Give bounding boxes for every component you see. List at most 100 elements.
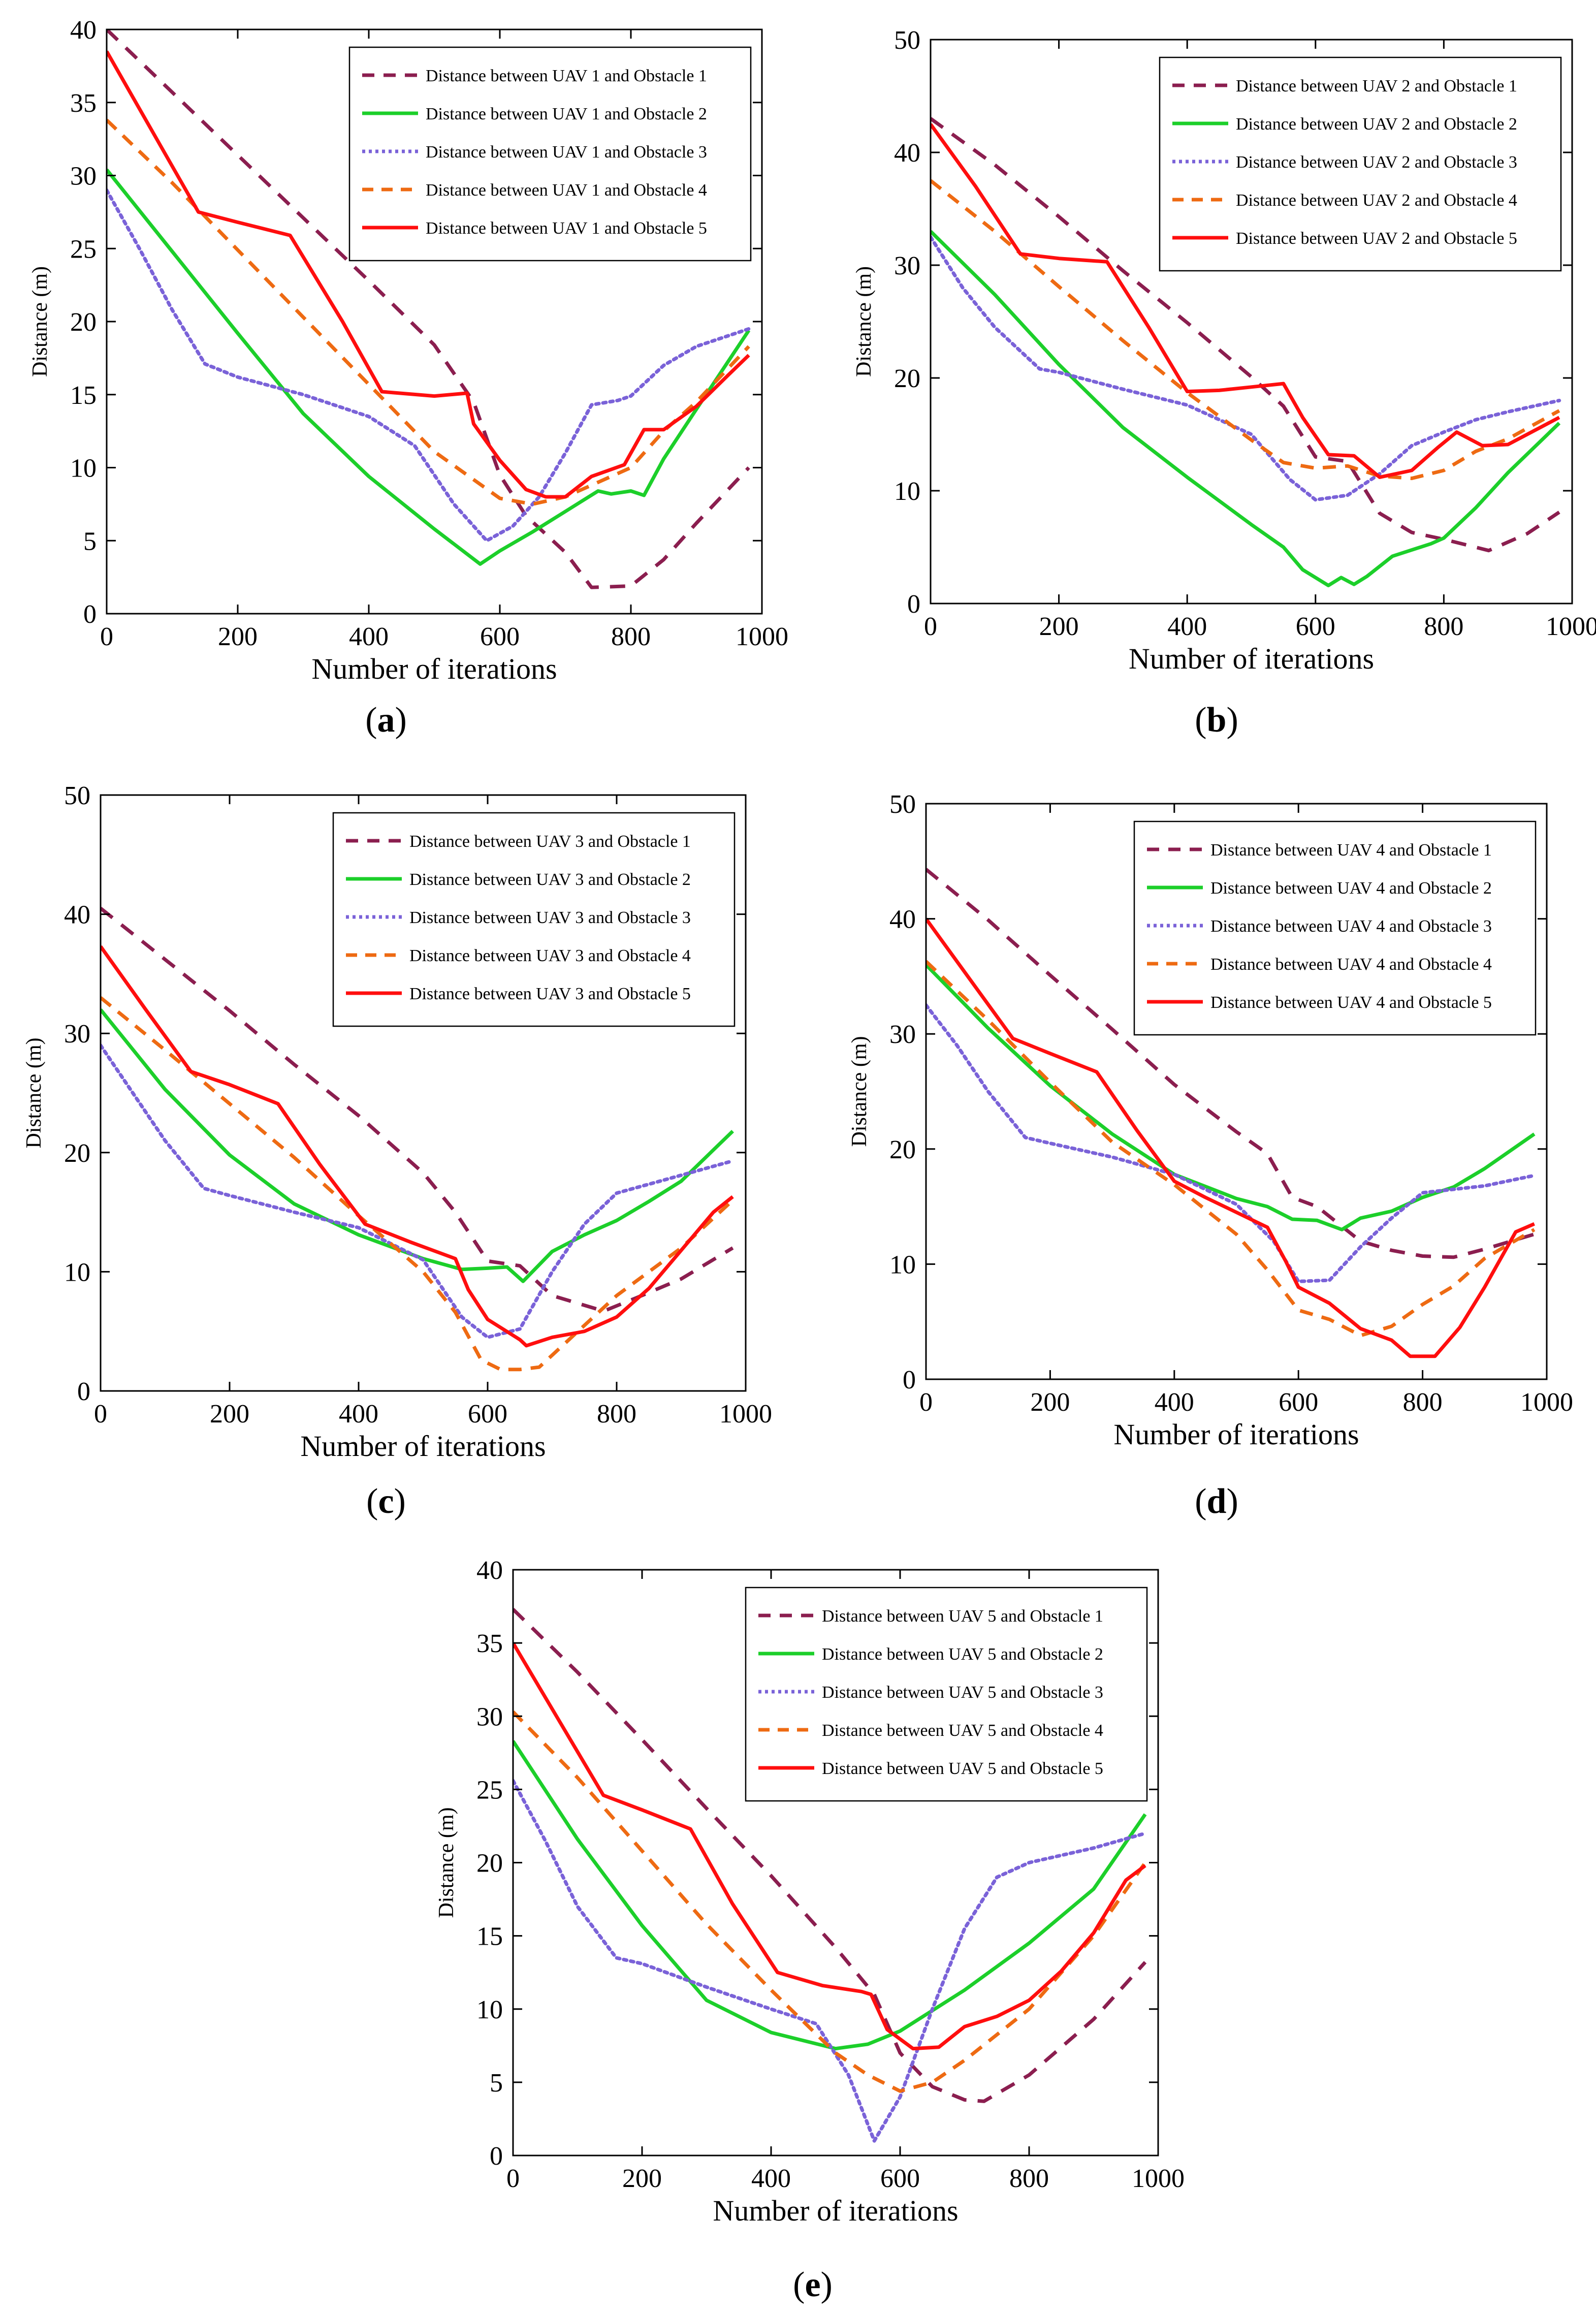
y-tick-label: 50 (64, 781, 90, 810)
y-tick-label: 20 (64, 1139, 90, 1168)
x-tick-label: 1000 (1520, 1388, 1573, 1417)
x-tick-label: 200 (218, 622, 258, 651)
series-line-obstacle-1 (931, 117, 1560, 553)
y-tick-label: 40 (894, 139, 920, 168)
y-tick-label: 10 (70, 454, 97, 483)
plot-area-frame (925, 803, 1548, 1380)
series-line-obstacle-1 (513, 1608, 1147, 2103)
x-axis-label: Number of iterations (1113, 1418, 1359, 1451)
y-tick-label: 20 (894, 364, 920, 393)
legend-entry-label: Distance between UAV 4 and Obstacle 2 (1210, 879, 1492, 898)
x-tick-label: 400 (339, 1400, 378, 1429)
chart-panel-a: 0 200 400 600 800 1000 0 5 10 15 20 25 30 35 40 Number … (28, 16, 788, 740)
legend: Distance between UAV 1 and Obstacle 1 Dis… (348, 46, 752, 262)
series-line-obstacle-4 (101, 996, 734, 1372)
series-line-obstacle-3 (101, 1043, 735, 1339)
x-tick-label: 800 (1403, 1388, 1443, 1417)
y-tick-label: 20 (476, 1849, 503, 1878)
x-tick-label: 800 (1009, 2164, 1049, 2193)
legend-entry-label: Distance between UAV 5 and Obstacle 5 (822, 1759, 1103, 1778)
legend-entry-label: Distance between UAV 3 and Obstacle 2 (409, 870, 691, 889)
legend-entry-label: Distance between UAV 2 and Obstacle 1 (1236, 77, 1517, 96)
y-axis-label: Distance (m) (22, 1037, 46, 1148)
x-tick-label: 600 (468, 1400, 507, 1429)
chart-panel-e: 0 200 400 600 800 1000 0 5 10 15 20 25 30 35 40 Number … (435, 1556, 1185, 2304)
legend-box (745, 1587, 1148, 1802)
y-tick-label: 30 (889, 1020, 916, 1049)
y-tick-label: 25 (70, 235, 97, 264)
x-tick-label: 600 (480, 622, 520, 651)
y-tick-label: 0 (77, 1377, 90, 1406)
series-line-obstacle-4 (926, 960, 1536, 1338)
series-line-obstacle-3 (926, 1003, 1537, 1283)
y-axis-label: Distance (m) (848, 1036, 871, 1147)
series-line-obstacle-4 (513, 1710, 1147, 2093)
legend-entry-label: Distance between UAV 2 and Obstacle 5 (1236, 229, 1517, 248)
y-tick-label: 10 (64, 1258, 90, 1287)
series-line-obstacle-2 (107, 168, 751, 566)
y-tick-label: 15 (476, 1922, 503, 1951)
y-tick-label: 20 (889, 1135, 916, 1164)
y-tick-label: 30 (894, 251, 920, 280)
legend-entry-label: Distance between UAV 1 and Obstacle 4 (426, 181, 707, 200)
x-axis-label: Number of iterations (311, 652, 557, 685)
y-tick-label: 10 (894, 477, 920, 506)
y-tick-label: 30 (476, 1702, 503, 1731)
chart-panel-b: 0 200 400 600 800 1000 0 10 20 30 40 50 Number of it… (852, 26, 1596, 740)
legend-entry-label: Distance between UAV 1 and Obstacle 5 (426, 219, 707, 238)
legend: Distance between UAV 3 and Obstacle 1 Dis… (332, 812, 736, 1027)
y-tick-label: 50 (889, 790, 916, 819)
x-tick-label: 400 (751, 2164, 791, 2193)
legend-entry-label: Distance between UAV 1 and Obstacle 1 (426, 67, 707, 85)
legend-entry-label: Distance between UAV 5 and Obstacle 2 (822, 1645, 1103, 1664)
chart-panel-d: 0 200 400 600 800 1000 0 10 20 30 40 50 Number of it… (848, 790, 1573, 1521)
legend-entry-label: Distance between UAV 5 and Obstacle 1 (822, 1607, 1103, 1626)
x-tick-label: 0 (924, 612, 937, 641)
panel-caption: (e) (793, 2265, 833, 2304)
legend-entry-label: Distance between UAV 3 and Obstacle 4 (409, 946, 691, 965)
legend-entry-label: Distance between UAV 1 and Obstacle 2 (426, 105, 707, 123)
legend-box (332, 812, 736, 1027)
x-tick-label: 1000 (1546, 612, 1596, 641)
x-tick-label: 800 (611, 622, 651, 651)
legend-entry-label: Distance between UAV 1 and Obstacle 3 (426, 143, 707, 162)
legend-entry-label: Distance between UAV 4 and Obstacle 3 (1210, 917, 1492, 936)
series-line-obstacle-2 (101, 1008, 735, 1283)
x-tick-label: 800 (1424, 612, 1463, 641)
legend-entry-label: Distance between UAV 4 and Obstacle 4 (1210, 955, 1492, 974)
y-tick-label: 35 (476, 1629, 503, 1658)
y-tick-label: 25 (476, 1776, 503, 1804)
x-tick-label: 1000 (1132, 2164, 1185, 2193)
y-tick-label: 50 (894, 26, 920, 55)
legend-entry-label: Distance between UAV 5 and Obstacle 3 (822, 1683, 1103, 1702)
series-line-obstacle-3 (931, 235, 1561, 502)
legend-box (1133, 820, 1537, 1036)
x-tick-label: 400 (349, 622, 389, 651)
series-line-obstacle-3 (513, 1779, 1147, 2143)
legend-entry-label: Distance between UAV 2 and Obstacle 2 (1236, 115, 1517, 134)
x-tick-label: 1000 (719, 1400, 772, 1429)
panel-caption: (c) (366, 1482, 406, 1521)
x-axis-label: Number of iterations (300, 1430, 546, 1463)
y-tick-label: 40 (64, 901, 90, 930)
legend-entry-label: Distance between UAV 2 and Obstacle 3 (1236, 153, 1517, 172)
legend-entry-label: Distance between UAV 4 and Obstacle 5 (1210, 993, 1492, 1012)
panel-caption: (a) (365, 701, 407, 740)
legend-entry-label: Distance between UAV 5 and Obstacle 4 (822, 1721, 1103, 1740)
legend: Distance between UAV 2 and Obstacle 1 Dis… (1159, 56, 1562, 272)
series-line-obstacle-5 (101, 945, 734, 1348)
y-tick-label: 10 (476, 1995, 503, 2024)
y-tick-label: 5 (83, 527, 97, 556)
y-tick-label: 0 (903, 1366, 916, 1394)
y-tick-label: 30 (70, 162, 97, 191)
y-tick-label: 40 (889, 905, 916, 934)
x-tick-label: 800 (597, 1400, 636, 1429)
series-line-obstacle-1 (107, 29, 750, 589)
plot-area-frame (930, 39, 1573, 605)
series-line-obstacle-2 (513, 1740, 1147, 2051)
y-tick-label: 40 (70, 16, 97, 45)
panel-caption: (d) (1195, 1482, 1238, 1521)
legend-entry-label: Distance between UAV 3 and Obstacle 5 (409, 985, 691, 1003)
